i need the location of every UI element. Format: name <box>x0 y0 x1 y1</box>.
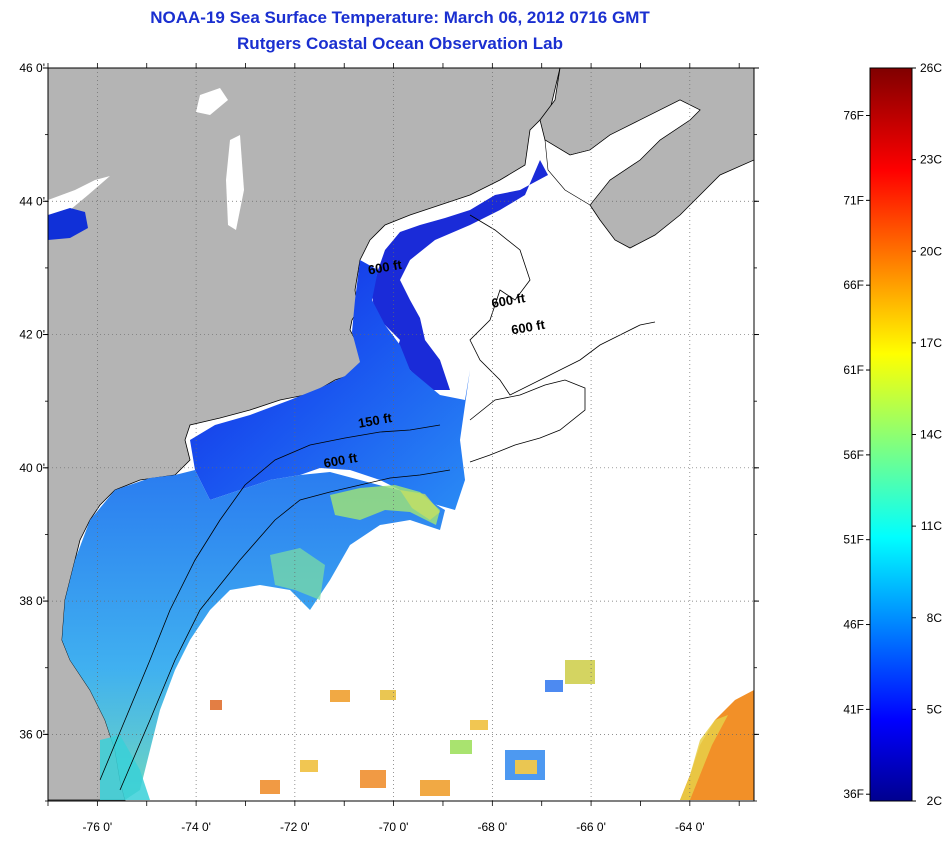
bathymetry-contours <box>99 214 656 791</box>
sst-new-england-shelf <box>190 260 470 510</box>
longitude-labels: -76 0' -74 0' -72 0' -70 0' -68 0' -66 0' -64 … <box>47 63 740 834</box>
lat-label: 42 0' <box>19 328 45 342</box>
colorbar-c-label: 20C <box>920 244 942 258</box>
colorbar-celsius-labels: 26C 23C 20C 17C 14C 11C 8C 5C 2C <box>912 61 942 808</box>
colorbar-f-label: 71F <box>843 193 864 207</box>
colorbar-f-label: 41F <box>843 702 864 716</box>
colorbar-f-label: 61F <box>843 363 864 377</box>
lake-patch <box>48 176 110 230</box>
colorbar-f-label: 36F <box>843 787 864 801</box>
lake-ontario <box>48 208 88 240</box>
land-us <box>48 68 561 801</box>
contour-label: 150 ft <box>357 410 394 431</box>
colorbar-c-label: 11C <box>921 519 942 533</box>
sst-mid-atlantic-shelf <box>62 470 445 800</box>
colorbar-f-label: 66F <box>843 278 864 292</box>
lat-label: 38 0' <box>19 594 45 608</box>
contour-label: 600 ft <box>367 257 404 278</box>
sst-gulf-stream-edge <box>680 715 728 800</box>
lon-label: -76 0' <box>83 820 113 834</box>
contour-labels: 600 ft 600 ft 600 ft 150 ft 600 ft <box>322 257 546 471</box>
contour-label: 600 ft <box>510 317 547 338</box>
lon-label: -66 0' <box>576 820 606 834</box>
contour-line-600ft-shelfbreak <box>119 469 451 791</box>
contour-label: 600 ft <box>490 290 527 311</box>
lon-label: -70 0' <box>379 820 409 834</box>
lon-label: -64 0' <box>675 820 705 834</box>
colorbar-f-label: 56F <box>843 448 864 462</box>
contour-line-600ft-gom <box>469 214 656 396</box>
lake-patch <box>226 135 244 230</box>
title-line-2: Rutgers Coastal Ocean Observation Lab <box>237 34 563 53</box>
map-frame <box>47 67 755 802</box>
colorbar-c-label: 8C <box>927 611 943 625</box>
colorbar-f-label: 46F <box>843 618 864 632</box>
lon-label: -74 0' <box>181 820 211 834</box>
lat-label: 40 0' <box>19 461 45 475</box>
colorbar-c-label: 14C <box>920 428 942 442</box>
map-content <box>48 68 754 801</box>
contour-line-150ft <box>99 424 441 781</box>
lat-label: 44 0' <box>19 194 45 208</box>
colorbar <box>869 67 913 802</box>
colorbar-f-label: 51F <box>843 533 864 547</box>
sst-offshore-patches <box>210 660 595 796</box>
sst-shelf-green <box>270 548 325 600</box>
colorbar-c-label: 17C <box>920 336 942 350</box>
colorbar-f-label: 76F <box>843 109 864 123</box>
sst-warm-patch <box>400 490 440 520</box>
lon-label: -68 0' <box>478 820 508 834</box>
colorbar-fahrenheit-labels: 76F 71F 66F 61F 56F 51F 46F 41F 36F <box>843 109 870 801</box>
lon-label: -72 0' <box>280 820 310 834</box>
colorbar-c-label: 23C <box>920 153 942 167</box>
lat-label: 46 0' <box>19 61 45 75</box>
title-line-1: NOAA-19 Sea Surface Temperature: March 0… <box>150 8 650 27</box>
sst-gulf-of-maine <box>372 160 548 390</box>
contour-label: 600 ft <box>322 450 359 471</box>
latitude-labels: 46 0' 44 0' 42 0' 40 0' 38 0' 36 0' <box>19 61 759 802</box>
contour-line-600ft-georges <box>469 379 586 463</box>
lat-label: 36 0' <box>19 727 45 741</box>
colorbar-c-label: 26C <box>920 61 942 75</box>
colorbar-c-label: 5C <box>927 702 943 716</box>
colorbar-c-label: 2C <box>927 794 943 808</box>
sst-southern-coast <box>100 735 150 800</box>
lake-patch <box>196 88 228 115</box>
